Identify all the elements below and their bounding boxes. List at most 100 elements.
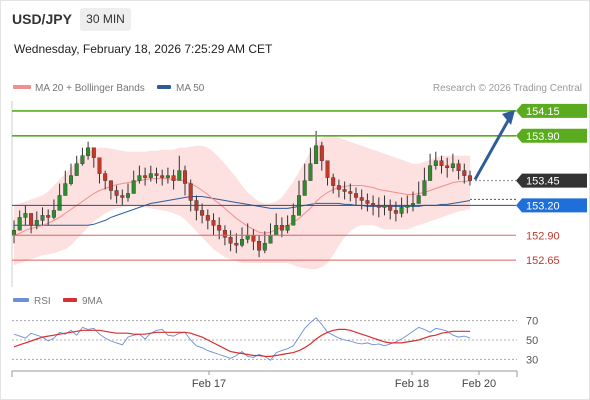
level-label-last: 153.45 [526,176,560,188]
candle-body [456,163,461,171]
rsi-y-tick-label: 70 [526,316,538,328]
ma9-legend-label: 9MA [82,296,103,307]
level-tag-pivot [516,198,587,213]
candle-body [34,220,39,226]
rsi-legend-label: RSI [34,296,51,307]
credit-text: Research © 2026 Trading Central [433,83,582,94]
candle-body [97,157,102,174]
candle-body [450,163,455,168]
candle-body [131,180,136,194]
candle-body [222,230,227,238]
timeframe-selector[interactable]: 30 MIN [80,8,131,31]
candle-body [239,239,244,246]
candle-body [205,215,210,221]
candle-body [171,175,176,181]
x-label-feb18: Feb 18 [395,378,429,390]
rsi-ma-line [13,328,470,357]
ma9-legend-swatch [63,298,77,302]
level-tag-resistance [516,128,587,143]
ma20-legend-swatch [13,85,31,89]
candle-body [57,195,62,211]
candle-body [257,240,262,251]
candle-body [23,213,28,218]
candle-body [285,225,290,231]
candle-body [433,160,438,166]
candle-body [120,195,125,198]
candle-body [217,225,222,231]
candle-body [46,215,51,218]
candle-body [11,230,16,236]
rsi-y-tick-label: 50 [526,335,538,347]
x-label-feb20: Feb 20 [462,378,496,390]
key-levels: 154.15 153.90 153.45 153.20 152.90 152.65 [12,103,587,267]
x-label-feb17: Feb 17 [192,378,226,390]
level-label-support: 152.65 [526,255,560,267]
instrument-title: USD/JPY [12,11,72,27]
candle-body [388,205,393,211]
candle-body [348,191,353,194]
candle-body [188,183,193,201]
candle-body [359,197,364,201]
candle-body [428,165,433,181]
candle-body [63,183,68,196]
level-label-resistance: 153.90 [526,131,560,143]
candle-body [314,145,319,164]
candle-body [302,180,307,196]
bollinger-band-area [14,135,470,270]
rsi-plot: 70 50 30 [12,316,538,366]
forecast-arrow-line [473,118,511,181]
candle-body [165,175,170,178]
candle-body [80,155,85,164]
candle-body [182,170,187,184]
candle-body [68,175,73,184]
rsi-y-tick-label: 30 [526,354,538,366]
price-plot [11,130,473,270]
ma20-legend-label: MA 20 + Bollinger Bands [35,83,145,94]
candle-body [331,177,336,186]
level-label-resistance: 154.15 [526,106,560,118]
candle-body [399,207,404,214]
candle-body [160,175,165,178]
level-label-pivot: 153.20 [526,200,560,212]
candle-body [279,225,284,231]
candle-body [137,175,142,181]
candle-body [319,145,324,161]
candle-body [40,215,45,221]
candle-body [17,217,22,231]
candle-body [125,193,130,198]
candle-body [228,237,233,244]
level-label-support: 152.90 [526,230,560,242]
rsi-legend-swatch [13,298,29,302]
timestamp: Wednesday, February 18, 2026 7:25:29 AM … [14,42,273,56]
candle-body [91,147,96,158]
candle-body [177,170,182,181]
candle-body [354,193,359,198]
ma50-legend-swatch [157,85,171,89]
candle-body [29,213,34,226]
candle-body [268,235,273,244]
candle-body [251,235,256,242]
candle-body [342,189,347,192]
candle-body [154,173,159,176]
candle-body [51,210,56,218]
candle-body [393,210,398,214]
candle-body [74,163,79,176]
candle-body [325,160,330,178]
candle-body [234,242,239,246]
candle-body [445,165,450,168]
candle-body [468,175,473,181]
candle-body [200,210,205,216]
candle-body [143,175,148,178]
level-tag-last [516,173,587,188]
candle-body [336,185,341,190]
candle-body [86,147,91,156]
candle-body [439,160,444,166]
candle-body [103,173,108,181]
candle-body [291,215,296,226]
forecast-arrow-head [502,109,515,125]
ma20-line [13,178,471,236]
candle-body [422,180,427,196]
candle-body [211,220,216,226]
